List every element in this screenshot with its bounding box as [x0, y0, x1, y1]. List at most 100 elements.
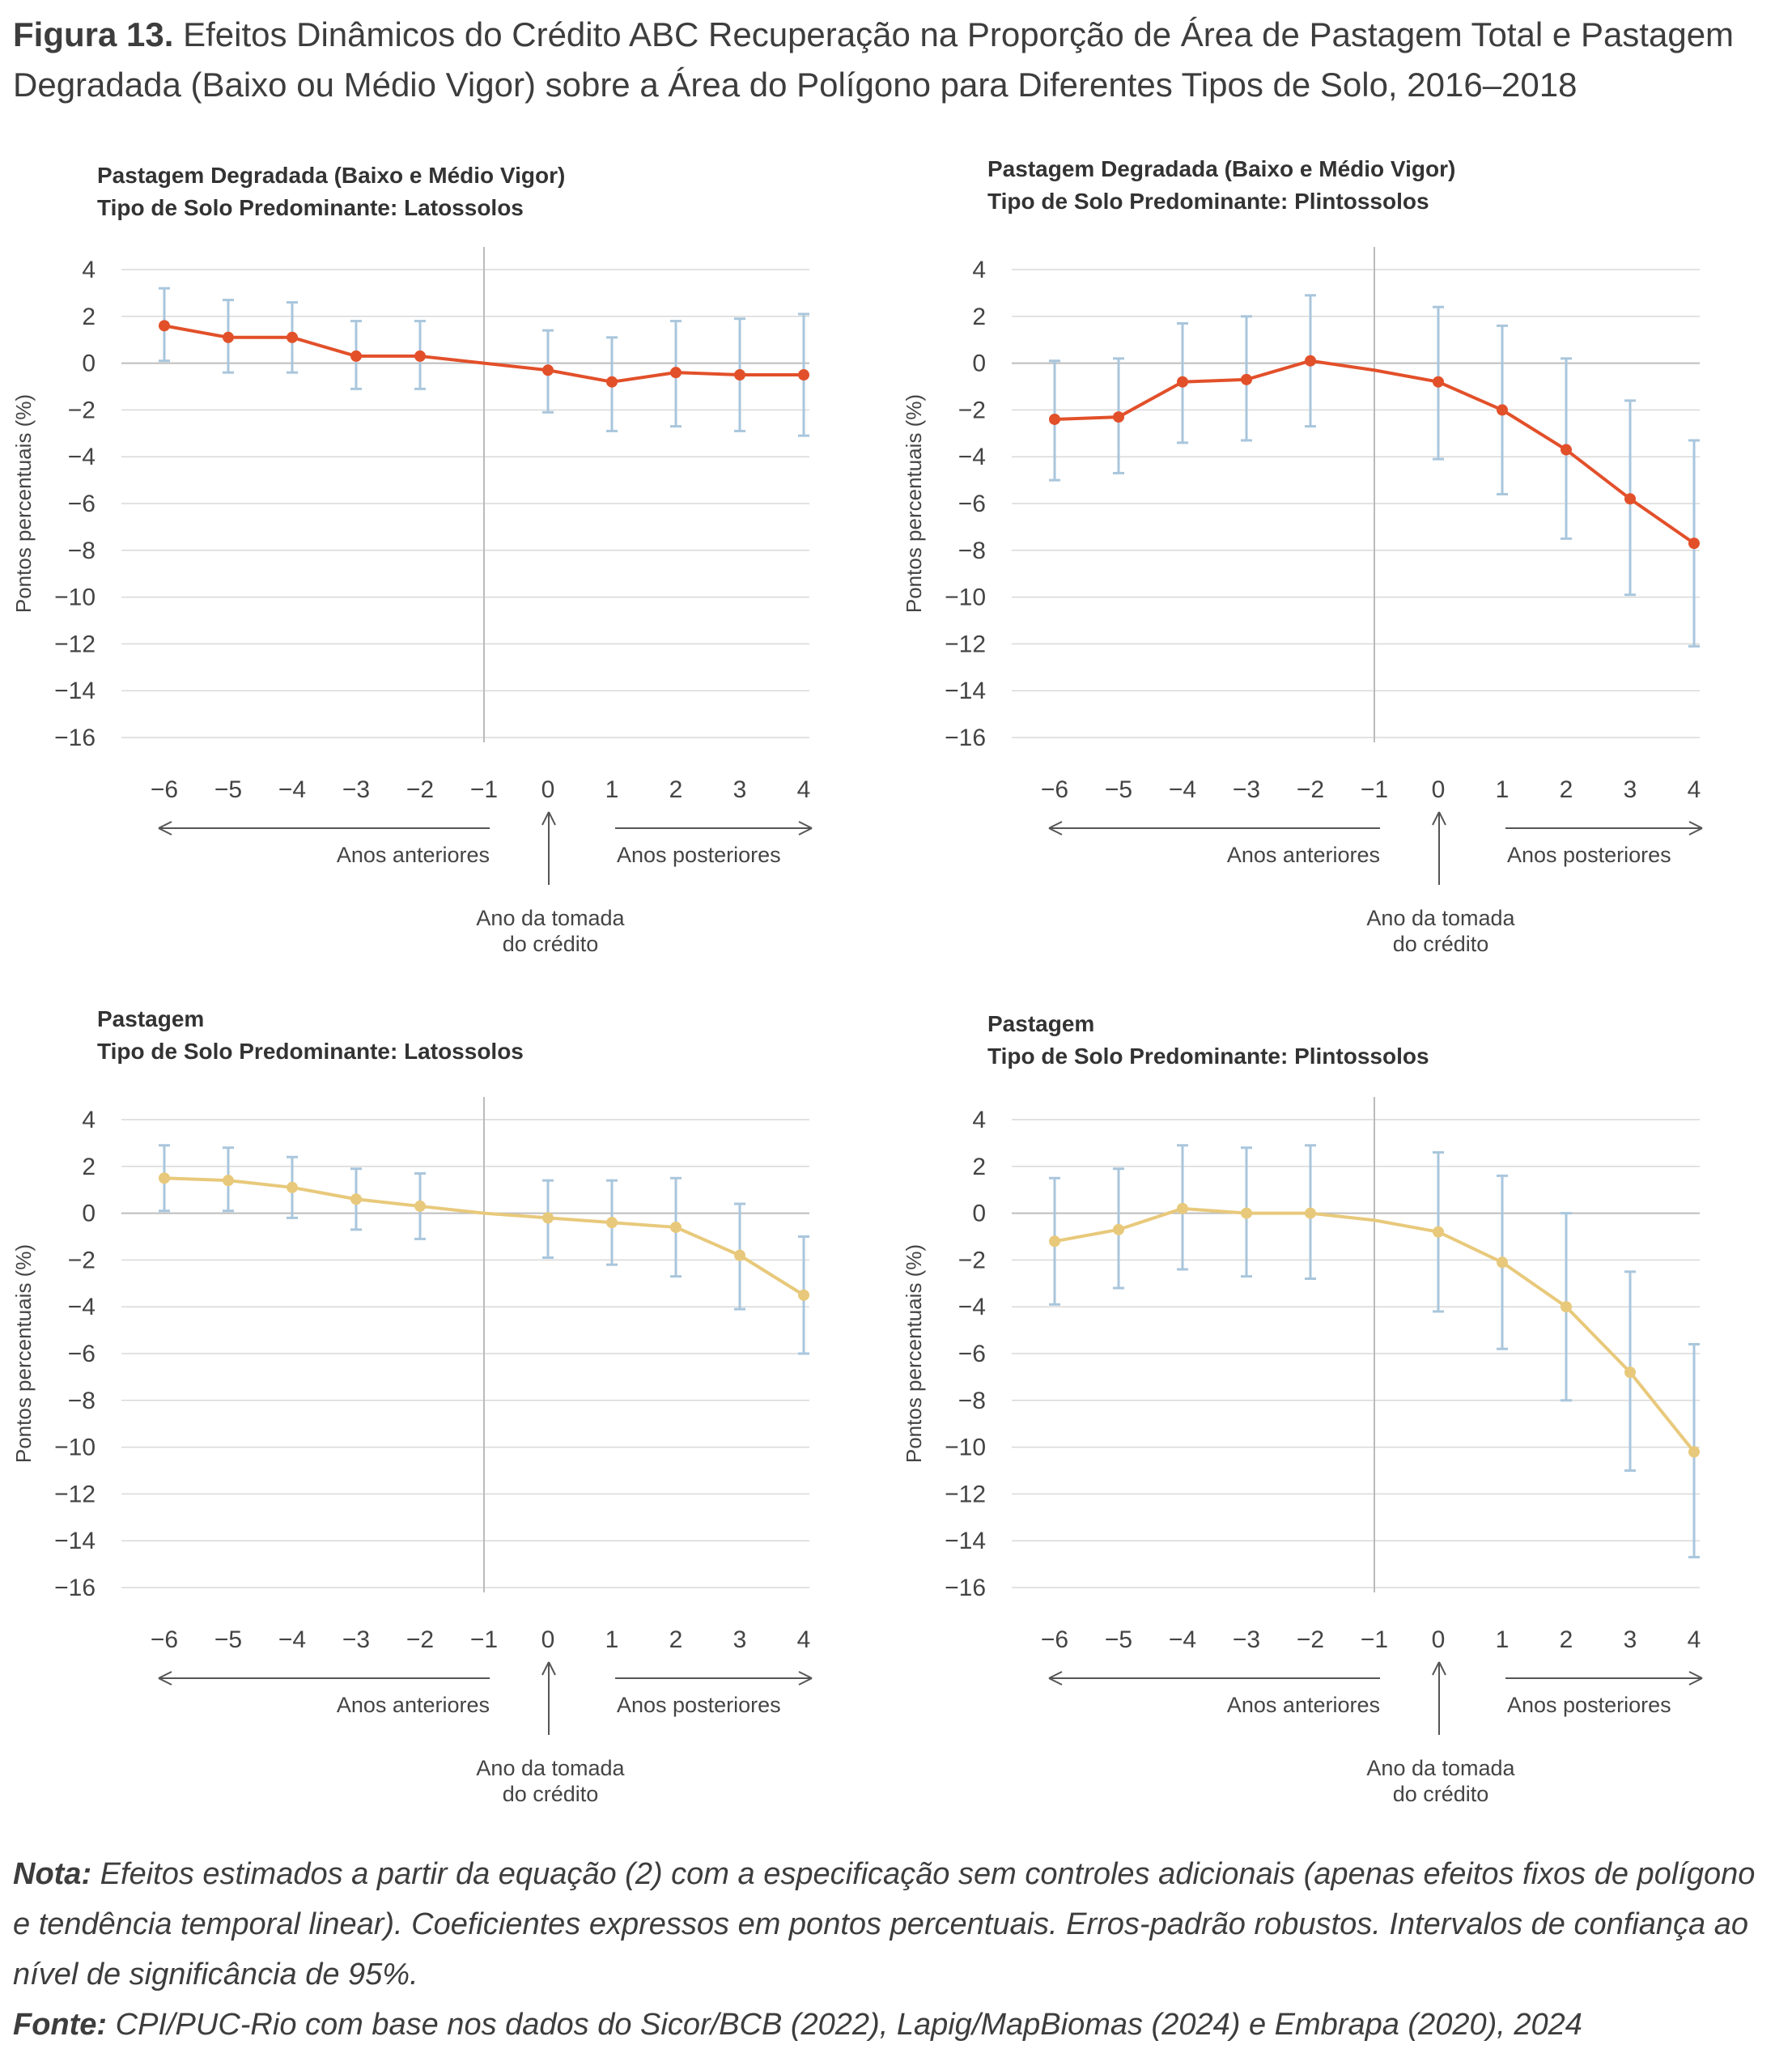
- chart-panel-pastagem-latossolos: Pastagem Tipo de Solo Predominante: Lato…: [0, 1000, 882, 1834]
- x-tick-label: −4: [278, 776, 306, 803]
- x-tick-label: 2: [669, 1626, 683, 1653]
- nota-text: Efeitos estimados a partir da equação (2…: [13, 1857, 1756, 1992]
- x-tick-label: −2: [1297, 776, 1324, 803]
- chart-panel-degradada-latossolos: Pastagem Degradada (Baixo e Médio Vigor)…: [0, 150, 882, 984]
- y-tick-label: −6: [68, 1341, 96, 1367]
- data-point: [1688, 538, 1700, 550]
- data-point: [1049, 413, 1060, 425]
- x-tick-label: −6: [1041, 1626, 1068, 1653]
- x-tick-label: −4: [1169, 1626, 1196, 1653]
- y-tick-label: −16: [945, 725, 986, 751]
- data-point: [1688, 1446, 1700, 1458]
- x-tick-label: −2: [1297, 1626, 1324, 1653]
- x-tick-label: 2: [1560, 776, 1573, 803]
- y-tick-label: −2: [68, 397, 96, 423]
- y-tick-label: −6: [958, 1341, 986, 1367]
- y-tick-label: −4: [958, 1294, 986, 1320]
- data-point: [223, 331, 234, 343]
- x-tick-label: 0: [541, 776, 555, 803]
- x-tick-label: 0: [1432, 776, 1446, 803]
- data-point: [159, 320, 170, 332]
- y-tick-label: 4: [972, 257, 986, 283]
- arrow-event-head: [1432, 811, 1446, 826]
- nota: Nota: Efeitos estimados a partir da equa…: [13, 1849, 1777, 2000]
- data-point: [350, 1193, 362, 1205]
- arrow-before-head: [1048, 821, 1063, 835]
- y-tick-label: −12: [54, 1481, 96, 1507]
- x-tick-label: −4: [278, 1626, 306, 1653]
- data-point: [1305, 355, 1316, 367]
- y-tick-label: −6: [958, 491, 986, 517]
- y-tick-label: −2: [958, 1247, 986, 1273]
- series-line: [163, 324, 804, 384]
- x-tick-label: 3: [1624, 1626, 1637, 1653]
- y-axis-label: Pontos percentuais (%): [902, 394, 926, 613]
- x-tick-label: −1: [470, 776, 498, 803]
- panel-title-line2: Tipo de Solo Predominante: Latossolos: [97, 1039, 524, 1064]
- data-point: [606, 376, 618, 388]
- data-point: [1305, 1207, 1316, 1219]
- x-tick-label: 1: [605, 1626, 619, 1653]
- y-tick-label: 4: [82, 257, 96, 283]
- x-tick-label: 1: [1496, 1626, 1510, 1653]
- data-point: [798, 369, 809, 381]
- data-point: [1241, 1207, 1252, 1219]
- panel-title: Pastagem Tipo de Solo Predominante: Lato…: [97, 1003, 524, 1068]
- annotation-event-line1: Ano da tomada: [476, 906, 625, 930]
- x-tick-label: −5: [214, 776, 242, 803]
- arrow-after-head: [798, 1671, 813, 1686]
- annotation-after: Anos posteriores: [617, 843, 781, 867]
- x-tick-label: −1: [1361, 776, 1388, 803]
- y-tick-label: −10: [54, 585, 96, 611]
- annotation-event-line2: do crédito: [1393, 932, 1489, 956]
- arrow-before-head: [158, 821, 172, 835]
- fonte-label: Fonte:: [13, 2008, 108, 2042]
- data-point: [670, 1221, 682, 1233]
- data-point: [1561, 1301, 1572, 1313]
- fonte-text: CPI/PUC-Rio com base nos dados do Sicor/…: [115, 2008, 1582, 2042]
- x-tick-label: −2: [406, 776, 434, 803]
- figure-label: Figura 13.: [13, 15, 174, 53]
- panel-title: Pastagem Degradada (Baixo e Médio Vigor)…: [987, 153, 1455, 218]
- x-tick-label: −5: [1105, 1626, 1132, 1653]
- data-point: [734, 369, 745, 381]
- y-tick-label: −16: [945, 1575, 986, 1601]
- data-point: [414, 1200, 426, 1212]
- x-tick-label: −6: [151, 1626, 178, 1653]
- y-tick-label: −16: [54, 725, 96, 751]
- arrow-after-head: [798, 821, 813, 835]
- data-point: [1497, 1256, 1508, 1269]
- annotation-event-line2: do crédito: [1393, 1782, 1489, 1806]
- data-point: [542, 364, 554, 376]
- data-point: [1241, 373, 1252, 385]
- data-point: [1049, 1235, 1060, 1248]
- arrow-after-head: [1688, 1671, 1703, 1686]
- panel-title-line2: Tipo de Solo Predominante: Latossolos: [97, 195, 524, 220]
- panel-title-line1: Pastagem: [987, 1011, 1095, 1036]
- data-point: [1113, 1223, 1124, 1235]
- chart-panel-degradada-plintossolos: Pastagem Degradada (Baixo e Médio Vigor)…: [890, 150, 1773, 984]
- y-tick-label: −12: [54, 631, 96, 657]
- panel-title: Pastagem Tipo de Solo Predominante: Plin…: [987, 1008, 1429, 1073]
- data-point: [1624, 493, 1636, 505]
- y-tick-label: −4: [958, 444, 986, 470]
- x-tick-label: 3: [733, 776, 747, 803]
- series-line: [1054, 359, 1696, 545]
- y-tick-label: −12: [945, 631, 986, 657]
- panel-title: Pastagem Degradada (Baixo e Médio Vigor)…: [97, 159, 565, 224]
- panel-title-line1: Pastagem: [97, 1006, 205, 1031]
- data-point: [287, 1181, 298, 1193]
- y-tick-label: 0: [972, 351, 986, 377]
- panel-title-line1: Pastagem Degradada (Baixo e Médio Vigor): [97, 163, 566, 188]
- y-axis-label: Pontos percentuais (%): [11, 1244, 36, 1463]
- y-tick-label: −10: [945, 1435, 986, 1461]
- y-tick-label: −12: [945, 1481, 986, 1507]
- data-point: [734, 1249, 745, 1261]
- y-tick-label: −14: [54, 1528, 96, 1554]
- x-tick-label: −3: [342, 1626, 370, 1653]
- annotation-after: Anos posteriores: [1507, 1693, 1671, 1717]
- x-tick-label: −1: [470, 1626, 498, 1653]
